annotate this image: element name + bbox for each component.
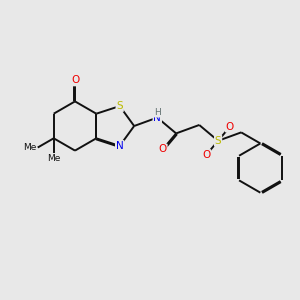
Text: N: N bbox=[153, 112, 161, 123]
Text: S: S bbox=[215, 136, 221, 146]
Text: Me: Me bbox=[23, 143, 36, 152]
Text: O: O bbox=[226, 122, 234, 132]
Text: Me: Me bbox=[47, 154, 60, 163]
Text: S: S bbox=[116, 101, 123, 111]
Text: H: H bbox=[154, 108, 161, 117]
Text: N: N bbox=[116, 141, 124, 151]
Text: O: O bbox=[159, 144, 167, 154]
Text: O: O bbox=[71, 76, 79, 85]
Text: O: O bbox=[202, 150, 210, 160]
